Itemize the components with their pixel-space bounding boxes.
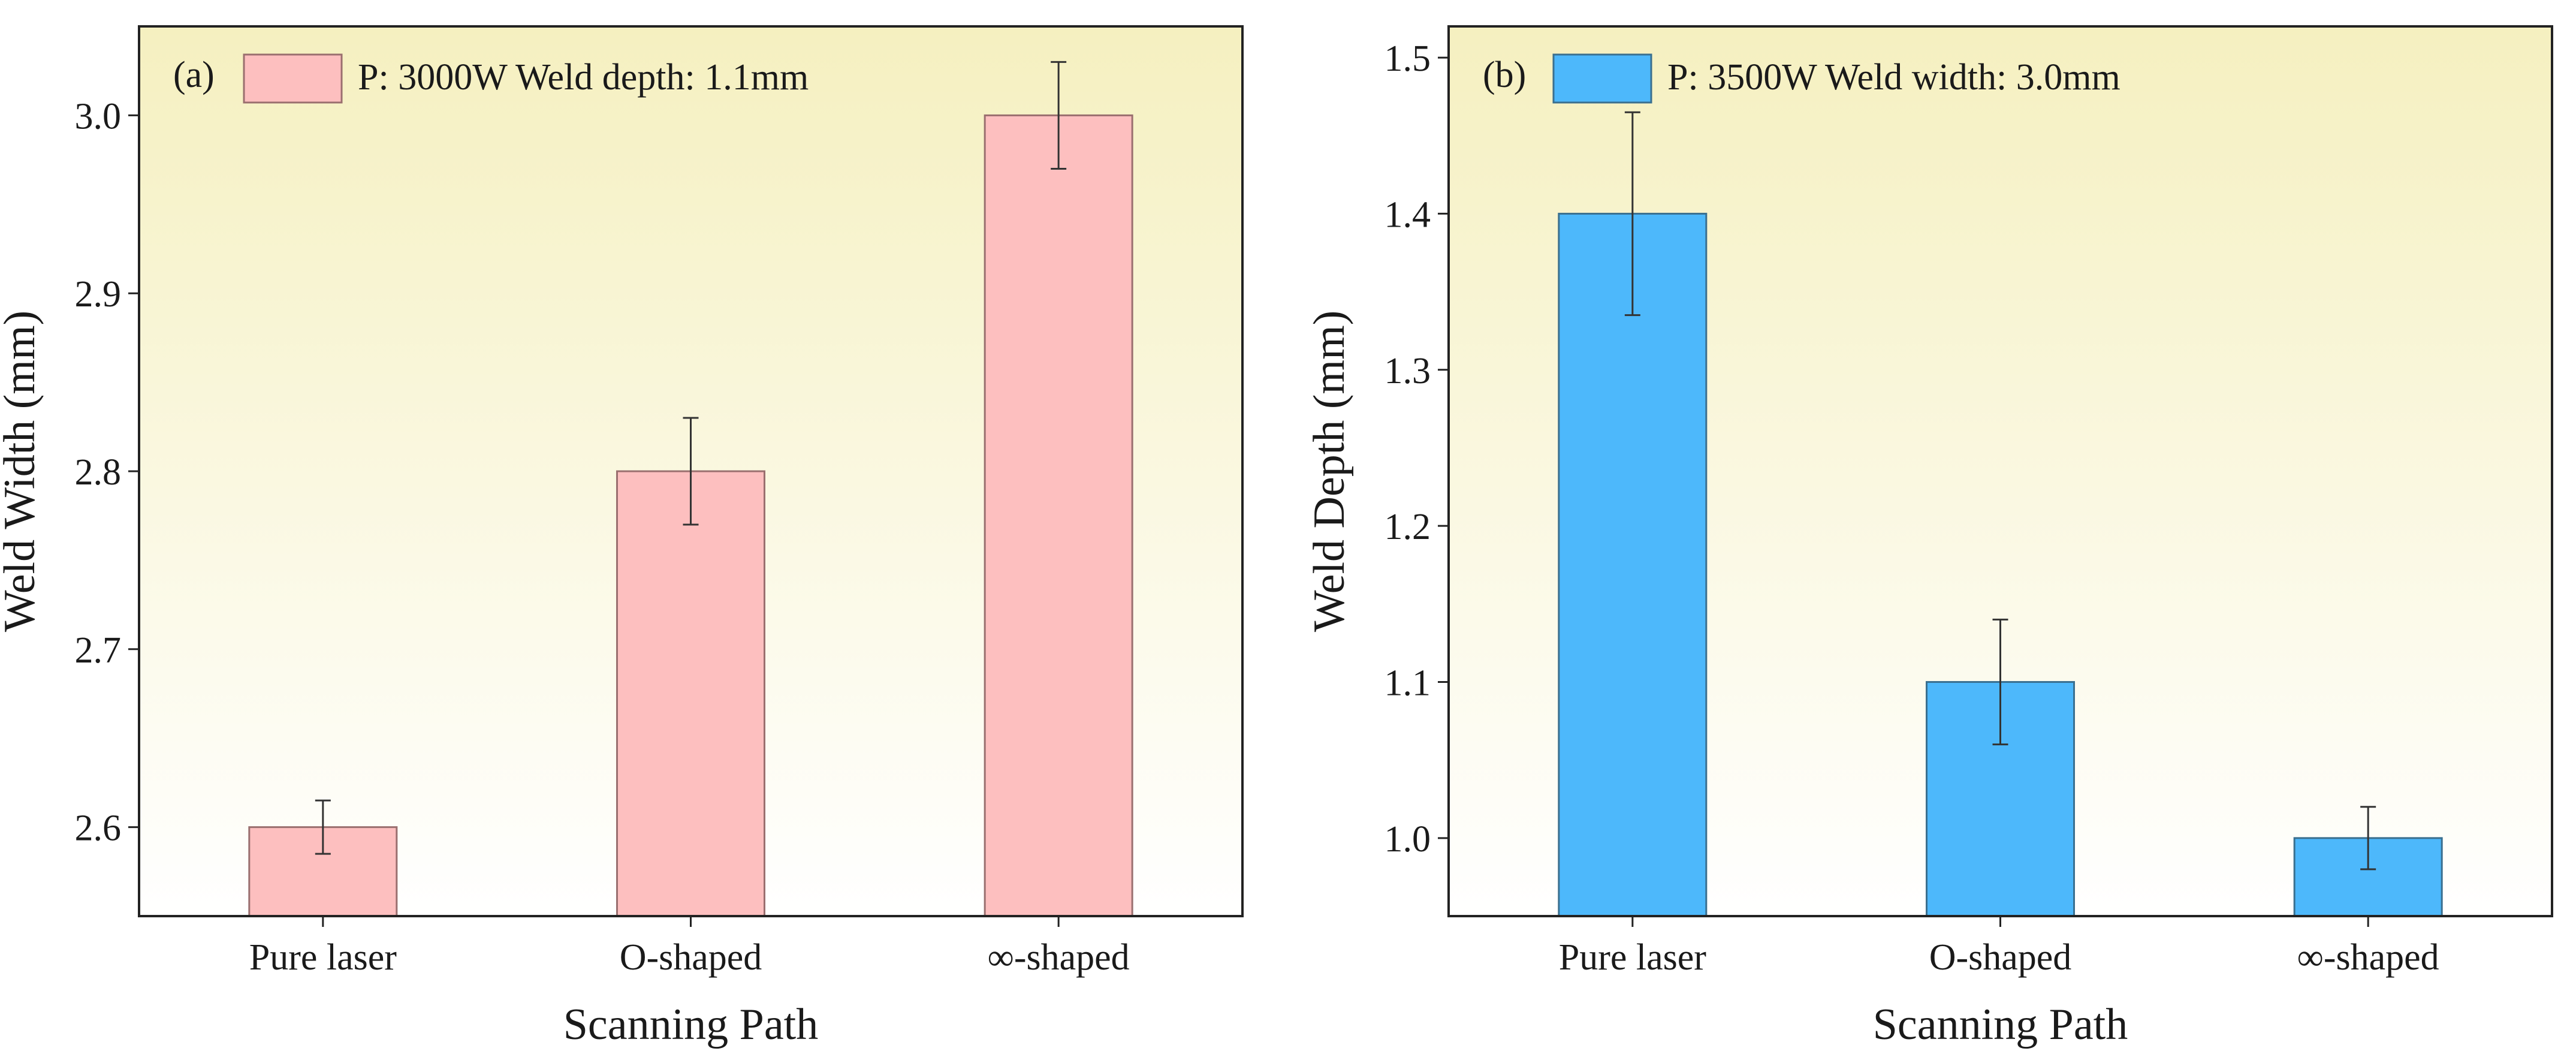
error-bar-1 <box>315 799 331 855</box>
error-bars-layer <box>1624 111 2376 871</box>
y-tick-label: 2.6 <box>75 808 122 849</box>
chart-panel-b: 1.0 1.1 1.2 1.3 1.4 1.5 Pure laser O-shaped ∞-s… <box>1305 25 2553 1049</box>
error-bar-1 <box>1624 111 1640 317</box>
x-tick-label: O-shaped <box>620 937 762 978</box>
panel-label: (a) <box>173 55 215 95</box>
x-tick-label: O-shaped <box>1929 937 2072 978</box>
y-tick-label: 2.9 <box>75 274 122 315</box>
bar-2 <box>616 470 765 917</box>
error-bars-layer <box>315 61 1067 855</box>
y-axis-title: Weld Depth (mm) <box>1305 311 1354 633</box>
x-axis-ticks: Pure laser O-shaped ∞-shaped <box>1559 916 2439 978</box>
error-bar-2 <box>683 417 699 526</box>
error-bar-2 <box>1992 618 2008 746</box>
x-tick-label: Pure laser <box>1559 937 1707 978</box>
y-tick-label: 1.0 <box>1384 819 1431 860</box>
error-bar-3 <box>1051 61 1067 170</box>
y-axis-title: Weld Width (mm) <box>0 311 44 632</box>
y-tick-label: 2.7 <box>75 630 122 671</box>
y-tick-label: 1.1 <box>1384 662 1431 703</box>
y-tick-label: 1.2 <box>1384 507 1431 547</box>
y-axis-ticks: 2.6 2.7 2.8 2.9 3.0 <box>75 96 139 849</box>
panel-label: (b) <box>1483 55 1526 95</box>
x-tick-label: Pure laser <box>249 937 397 978</box>
y-tick-label: 1.4 <box>1384 194 1431 235</box>
y-tick-label: 3.0 <box>75 96 122 137</box>
bar-3 <box>984 114 1133 917</box>
x-axis-title: Scanning Path <box>563 1000 818 1049</box>
x-tick-label: ∞-shaped <box>988 937 1130 978</box>
legend-swatch <box>243 53 343 104</box>
y-tick-label: 1.3 <box>1384 351 1431 392</box>
error-bar-3 <box>2360 806 2376 871</box>
x-axis-ticks: Pure laser O-shaped ∞-shaped <box>249 916 1130 978</box>
bars-layer <box>1558 212 2443 917</box>
legend-label: P: 3500W Weld width: 3.0mm <box>1667 57 2120 98</box>
bars-layer <box>248 114 1133 917</box>
bar-1 <box>1558 212 1708 917</box>
x-tick-label: ∞-shaped <box>2297 937 2439 978</box>
legend-swatch <box>1552 53 1652 104</box>
legend-label: P: 3000W Weld depth: 1.1mm <box>358 57 809 98</box>
y-tick-label: 1.5 <box>1384 38 1431 79</box>
x-axis-title: Scanning Path <box>1873 1000 2128 1049</box>
y-axis-ticks: 1.0 1.1 1.2 1.3 1.4 1.5 <box>1384 38 1449 860</box>
y-tick-label: 2.8 <box>75 452 122 493</box>
chart-panel-a: 2.6 2.7 2.8 2.9 3.0 Pure laser O-shaped ∞-shap… <box>0 25 1244 1049</box>
